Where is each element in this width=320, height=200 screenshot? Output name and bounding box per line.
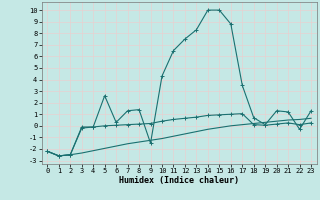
X-axis label: Humidex (Indice chaleur): Humidex (Indice chaleur) [119,176,239,185]
